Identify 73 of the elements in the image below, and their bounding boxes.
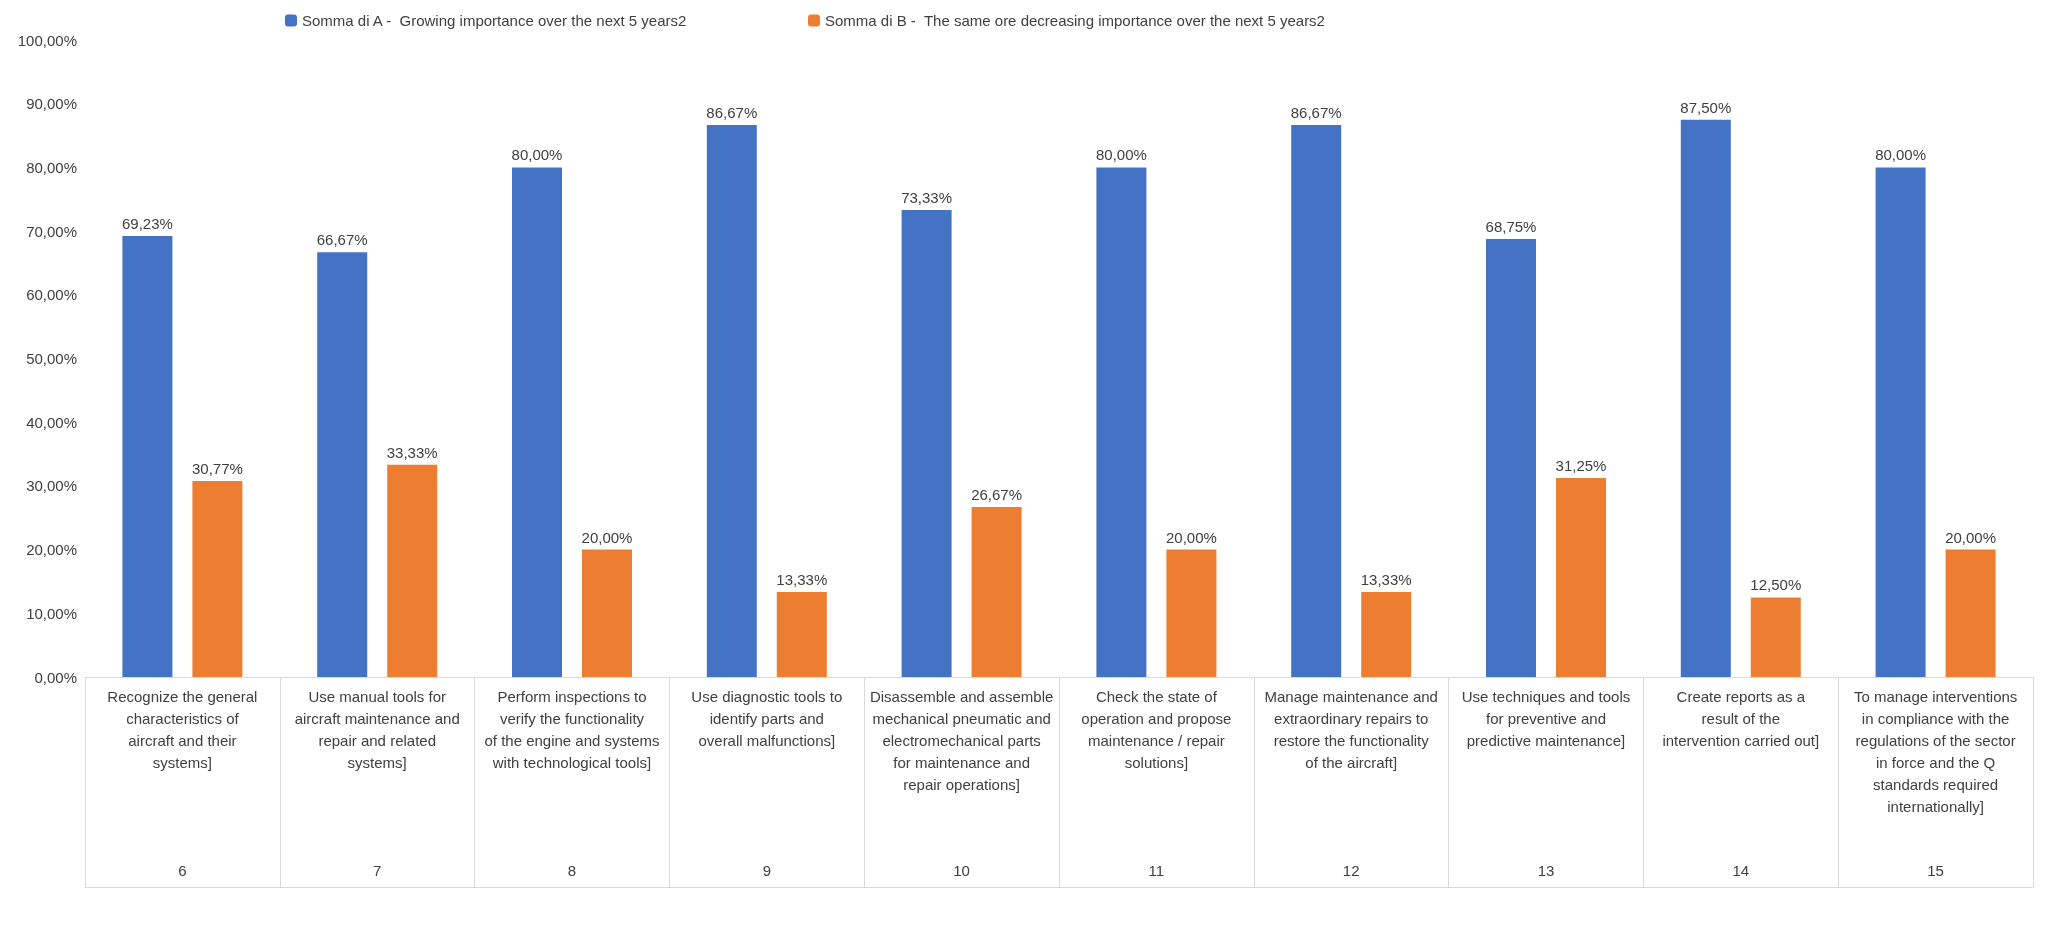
data-label: 13,33% — [1360, 571, 1412, 589]
y-tick-label: 90,00% — [26, 95, 77, 113]
y-tick-label: 80,00% — [26, 158, 77, 176]
y-tick-label: 60,00% — [26, 286, 77, 304]
legend-label: Somma di A - Growing importance over the next 5 years2 — [302, 12, 687, 29]
data-label: 13,33% — [776, 571, 828, 589]
text: 13 — [1537, 862, 1555, 879]
bar — [512, 167, 562, 677]
bar — [122, 236, 173, 677]
x-tick-label: Manage maintenance and extraordinary repairs to restore the functionality of the aircraft] — [1264, 687, 1438, 771]
bar — [192, 481, 243, 677]
data-label: 20,00% — [581, 528, 633, 546]
data-label: 80,00% — [511, 146, 563, 164]
data-label: 68,75% — [1485, 218, 1537, 236]
data-label: 12,50% — [1750, 576, 1802, 594]
y-tick-label: 0,00% — [34, 668, 77, 686]
text: 14 — [1732, 862, 1750, 879]
text: 10 — [953, 862, 970, 879]
data-label: 26,67% — [971, 486, 1023, 504]
y-tick-label: 10,00% — [26, 604, 77, 622]
text: 15 — [1927, 862, 1944, 879]
data-label: 20,00% — [1945, 528, 1997, 546]
bar — [706, 124, 757, 677]
bar — [1680, 119, 1731, 677]
text: 6 — [178, 862, 187, 879]
bar — [1945, 549, 1996, 677]
data-label: 73,33% — [901, 188, 953, 206]
bar — [776, 592, 827, 677]
x-tick-label: Disassemble and assemble mechanical pneumatic and electromechanical parts for maintenance and repair operations] — [869, 687, 1054, 793]
data-label: 33,33% — [386, 443, 438, 461]
text: 9 — [762, 862, 771, 879]
x-tick-label: Use manual tools for aircraft maintenance and repair and related systems] — [294, 687, 460, 771]
bar — [387, 464, 438, 677]
text: 7 — [373, 862, 382, 879]
data-label: 86,67% — [706, 103, 758, 121]
x-tick-label: Check the state of operation and propose maintenance / repair solutions] — [1081, 687, 1232, 771]
bar — [582, 549, 632, 677]
data-label: 69,23% — [121, 215, 173, 232]
text: 11 — [1148, 862, 1165, 879]
x-tick-label: Perform inspections to verify the functionality of the engine and systems with technological tools] — [484, 687, 660, 771]
bar — [1291, 124, 1342, 677]
x-tick-label: Use diagnostic tools to identify parts and overall malfunctions] — [691, 687, 843, 749]
data-label: 87,50% — [1680, 98, 1732, 116]
x-tick-label: Recognize the general characteristics of aircraft and their systems] — [107, 687, 258, 771]
data-label: 80,00% — [1875, 146, 1927, 164]
text: 8 — [567, 862, 577, 879]
bar — [1166, 549, 1217, 677]
text: 12 — [1342, 862, 1360, 879]
data-label: 80,00% — [1095, 146, 1147, 164]
y-tick-label: 20,00% — [26, 541, 77, 559]
y-tick-label: 100,00% — [17, 31, 77, 49]
x-tick-label: Use techniques and tools for preventive and predictive maintenance] — [1461, 687, 1631, 749]
bar — [1750, 597, 1801, 677]
bar — [317, 252, 368, 677]
y-tick-label: 50,00% — [26, 350, 77, 367]
bar — [1486, 239, 1536, 677]
data-label: 31,25% — [1555, 456, 1607, 474]
bar — [1556, 477, 1606, 677]
y-tick-label: 70,00% — [26, 222, 77, 240]
bar — [901, 209, 952, 677]
y-tick-label: 30,00% — [26, 477, 77, 495]
bar — [1361, 592, 1412, 677]
data-label: 30,77% — [191, 460, 243, 477]
y-tick-label: 40,00% — [26, 413, 77, 431]
x-tick-label: To manage interventions in compliance with the regulations of the sector in force and the Q standards required internationally] — [1853, 687, 2018, 815]
data-label: 20,00% — [1165, 528, 1217, 546]
x-tick-label: Create reports as a result of the intervention carried out] — [1662, 687, 1820, 749]
bar — [1875, 167, 1926, 677]
bar — [971, 507, 1022, 677]
data-label: 86,67% — [1290, 103, 1342, 121]
data-label: 66,67% — [316, 231, 368, 249]
bar — [1096, 167, 1147, 677]
legend-label: Somma di B - The same ore decreasing importance over the next 5 years2 — [825, 12, 1325, 29]
